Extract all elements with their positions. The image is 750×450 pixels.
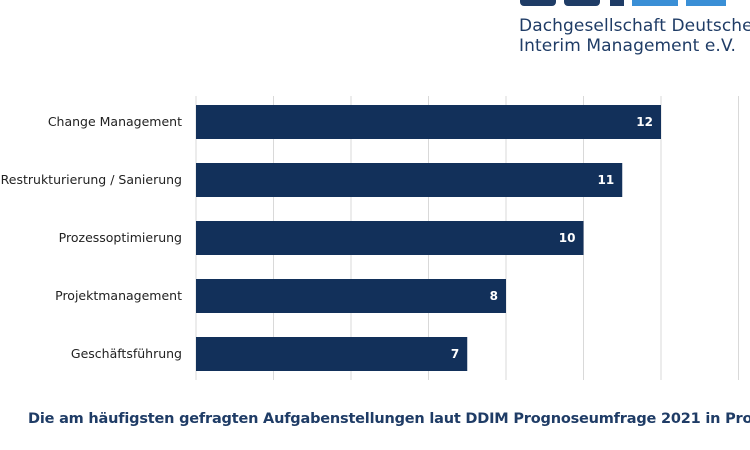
value-label: 11 <box>598 173 615 187</box>
bar <box>196 163 623 197</box>
bar <box>196 279 506 313</box>
logo-letter-i <box>610 0 624 6</box>
bars <box>196 105 661 371</box>
bar-chart: Change Management 12 Restrukturierung / Sa… <box>1 96 739 380</box>
bar <box>196 337 468 371</box>
logo-letter-d2 <box>564 0 600 6</box>
labels: Change Management 12 Restrukturierung / Sa… <box>1 114 653 361</box>
category-label: Prozessoptimierung <box>59 230 182 245</box>
chart-caption: Die am häufigsten gefragten Aufgabenstel… <box>28 411 750 427</box>
category-label: Geschäftsführung <box>71 346 182 361</box>
logo-letter-d1 <box>520 0 556 6</box>
logo-text-line2: Interim Management e.V. <box>519 36 736 56</box>
value-label: 12 <box>636 115 653 129</box>
value-label: 7 <box>451 347 459 361</box>
logo-letter-m <box>632 0 678 6</box>
logo-text-line1: Dachgesellschaft Deutsches <box>519 16 750 36</box>
category-label: Projektmanagement <box>55 288 182 303</box>
ddim-logo: Dachgesellschaft Deutsches Interim Manag… <box>500 0 750 60</box>
ddim-logo-mark <box>520 0 726 6</box>
value-label: 8 <box>490 289 498 303</box>
bar <box>196 105 661 139</box>
bar <box>196 221 584 255</box>
value-label: 10 <box>559 231 576 245</box>
category-label: Change Management <box>48 114 182 129</box>
category-label: Restrukturierung / Sanierung <box>1 172 182 187</box>
